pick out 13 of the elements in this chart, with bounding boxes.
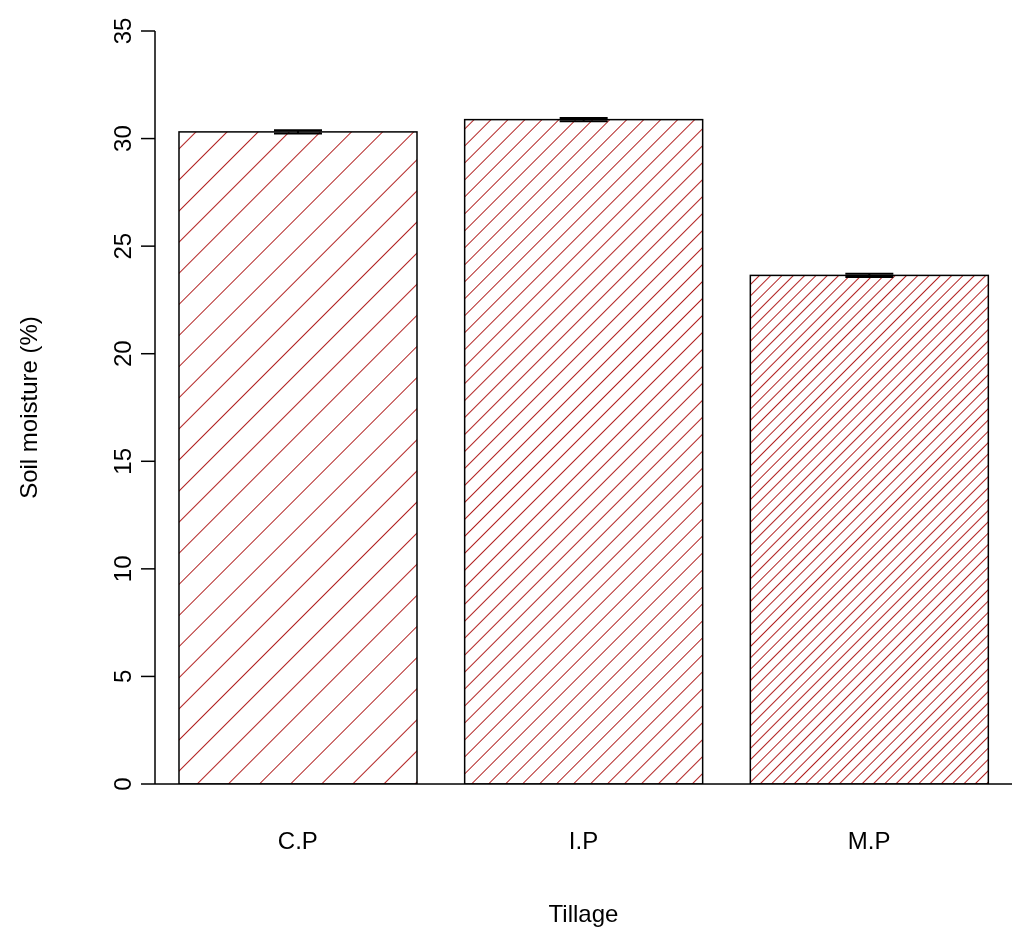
y-tick-label: 15 <box>109 447 136 475</box>
x-tick-label: I.P <box>568 827 599 855</box>
y-tick-label: 0 <box>109 777 136 791</box>
y-tick-label: 10 <box>109 555 136 583</box>
y-tick-label: 20 <box>109 340 136 368</box>
x-axis-title: Tillage <box>548 900 619 927</box>
y-tick-label: 25 <box>109 232 136 260</box>
y-axis-title: Soil moisture (%) <box>14 316 42 499</box>
x-tick-label: M.P <box>847 827 891 855</box>
y-tick-label: 5 <box>109 669 136 684</box>
y-tick-label: 30 <box>109 125 136 152</box>
y-tick-label: 35 <box>109 17 136 45</box>
x-tick-label: C.P <box>277 827 318 855</box>
